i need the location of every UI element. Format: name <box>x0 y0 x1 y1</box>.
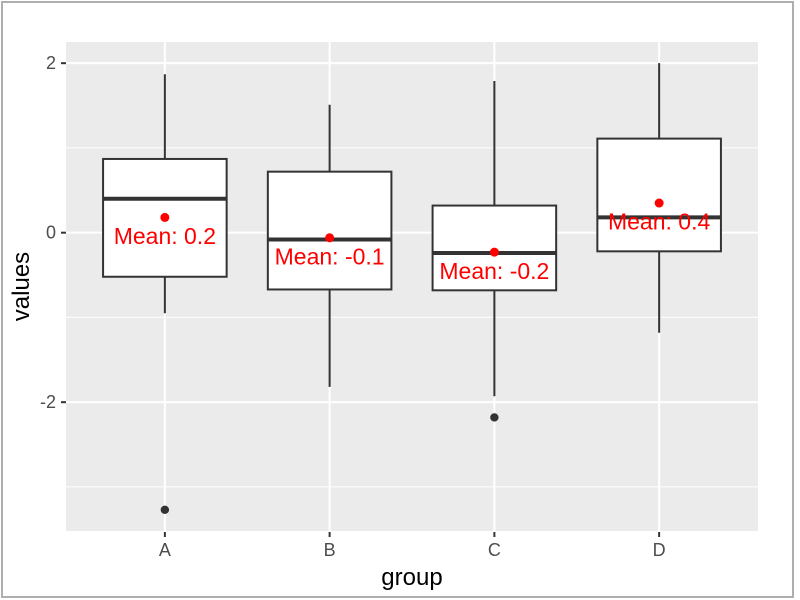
x-tick-label-A: A <box>159 540 171 560</box>
mean-point-C <box>489 247 499 257</box>
y-axis-title: values <box>8 252 35 321</box>
box-B <box>266 170 393 291</box>
outlier-point-A <box>160 505 170 515</box>
x-axis-title: group <box>381 564 442 591</box>
mean-point-B <box>325 233 335 243</box>
mean-label-A: Mean: 0.2 <box>114 223 216 249</box>
mean-point-A <box>160 212 170 222</box>
y-tick-label-0: 0 <box>46 223 56 243</box>
plot-panel <box>66 42 758 531</box>
mean-label-D: Mean: 0.4 <box>608 209 710 235</box>
box-D <box>596 137 722 253</box>
x-tick-label-C: C <box>488 540 501 560</box>
x-tick-label-D: D <box>653 540 666 560</box>
mean-label-C: Mean: -0.2 <box>439 258 549 284</box>
y-tick-label--2: -2 <box>40 392 56 412</box>
y-tick-label-2: 2 <box>46 53 56 73</box>
mean-label-B: Mean: -0.1 <box>275 243 385 269</box>
x-tick-label-B: B <box>324 540 336 560</box>
outlier-point-C <box>490 413 499 422</box>
mean-point-D <box>654 198 664 208</box>
